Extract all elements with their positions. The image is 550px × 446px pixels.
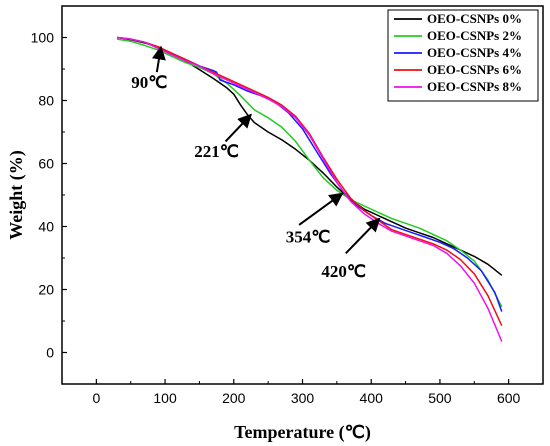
y-tick-label-2: 40 xyxy=(38,219,54,235)
annotation-arrow-2 xyxy=(298,192,344,226)
y-tick-label-4: 80 xyxy=(38,93,54,109)
legend-label-3: OEO-CSNPs 6% xyxy=(427,62,522,77)
series-line-3 xyxy=(116,36,503,327)
y-tick-label-0: 0 xyxy=(46,345,54,361)
x-tick-label-5: 500 xyxy=(428,390,452,406)
y-tick-label-3: 60 xyxy=(38,156,54,172)
tick-layer: 0 100 200 300 400 500 600 0 20 40 60 80 100 xyxy=(31,30,521,407)
legend-label-2: OEO-CSNPs 4% xyxy=(427,45,522,60)
x-tick-label-1: 100 xyxy=(153,390,177,406)
annotation-label-1: 221℃ xyxy=(194,142,239,161)
legend-box xyxy=(387,9,539,102)
series-line-4 xyxy=(116,36,503,342)
x-axis-title: Temperature (℃) xyxy=(234,422,371,443)
x-tick-label-2: 200 xyxy=(222,390,246,406)
series-layer xyxy=(116,36,503,342)
legend-label-0: OEO-CSNPs 0% xyxy=(427,11,522,26)
series-line-1 xyxy=(116,38,503,308)
annotation-label-2: 354℃ xyxy=(286,227,331,246)
x-tick-label-6: 600 xyxy=(497,390,521,406)
annotation-arrow-0 xyxy=(152,45,166,73)
x-tick-label-0: 0 xyxy=(92,390,100,406)
legend: OEO-CSNPs 0% OEO-CSNPs 2% OEO-CSNPs 4% OEO-… xyxy=(387,9,539,102)
annotation-arrow-3 xyxy=(345,217,381,254)
annotation-arrow-1 xyxy=(224,113,252,143)
x-tick-label-4: 400 xyxy=(360,390,384,406)
legend-label-4: OEO-CSNPs 8% xyxy=(427,79,522,94)
y-axis-title: Weight (%) xyxy=(6,150,27,240)
annotation-label-0: 90℃ xyxy=(131,73,167,92)
x-tick-label-3: 300 xyxy=(291,390,315,406)
y-tick-label-5: 100 xyxy=(31,30,55,46)
annotation-label-3: 420℃ xyxy=(321,262,366,281)
y-tick-label-1: 20 xyxy=(38,282,54,298)
legend-label-1: OEO-CSNPs 2% xyxy=(427,28,522,43)
annotation-layer: 90℃ 221℃ 354℃ 420℃ xyxy=(131,45,381,281)
